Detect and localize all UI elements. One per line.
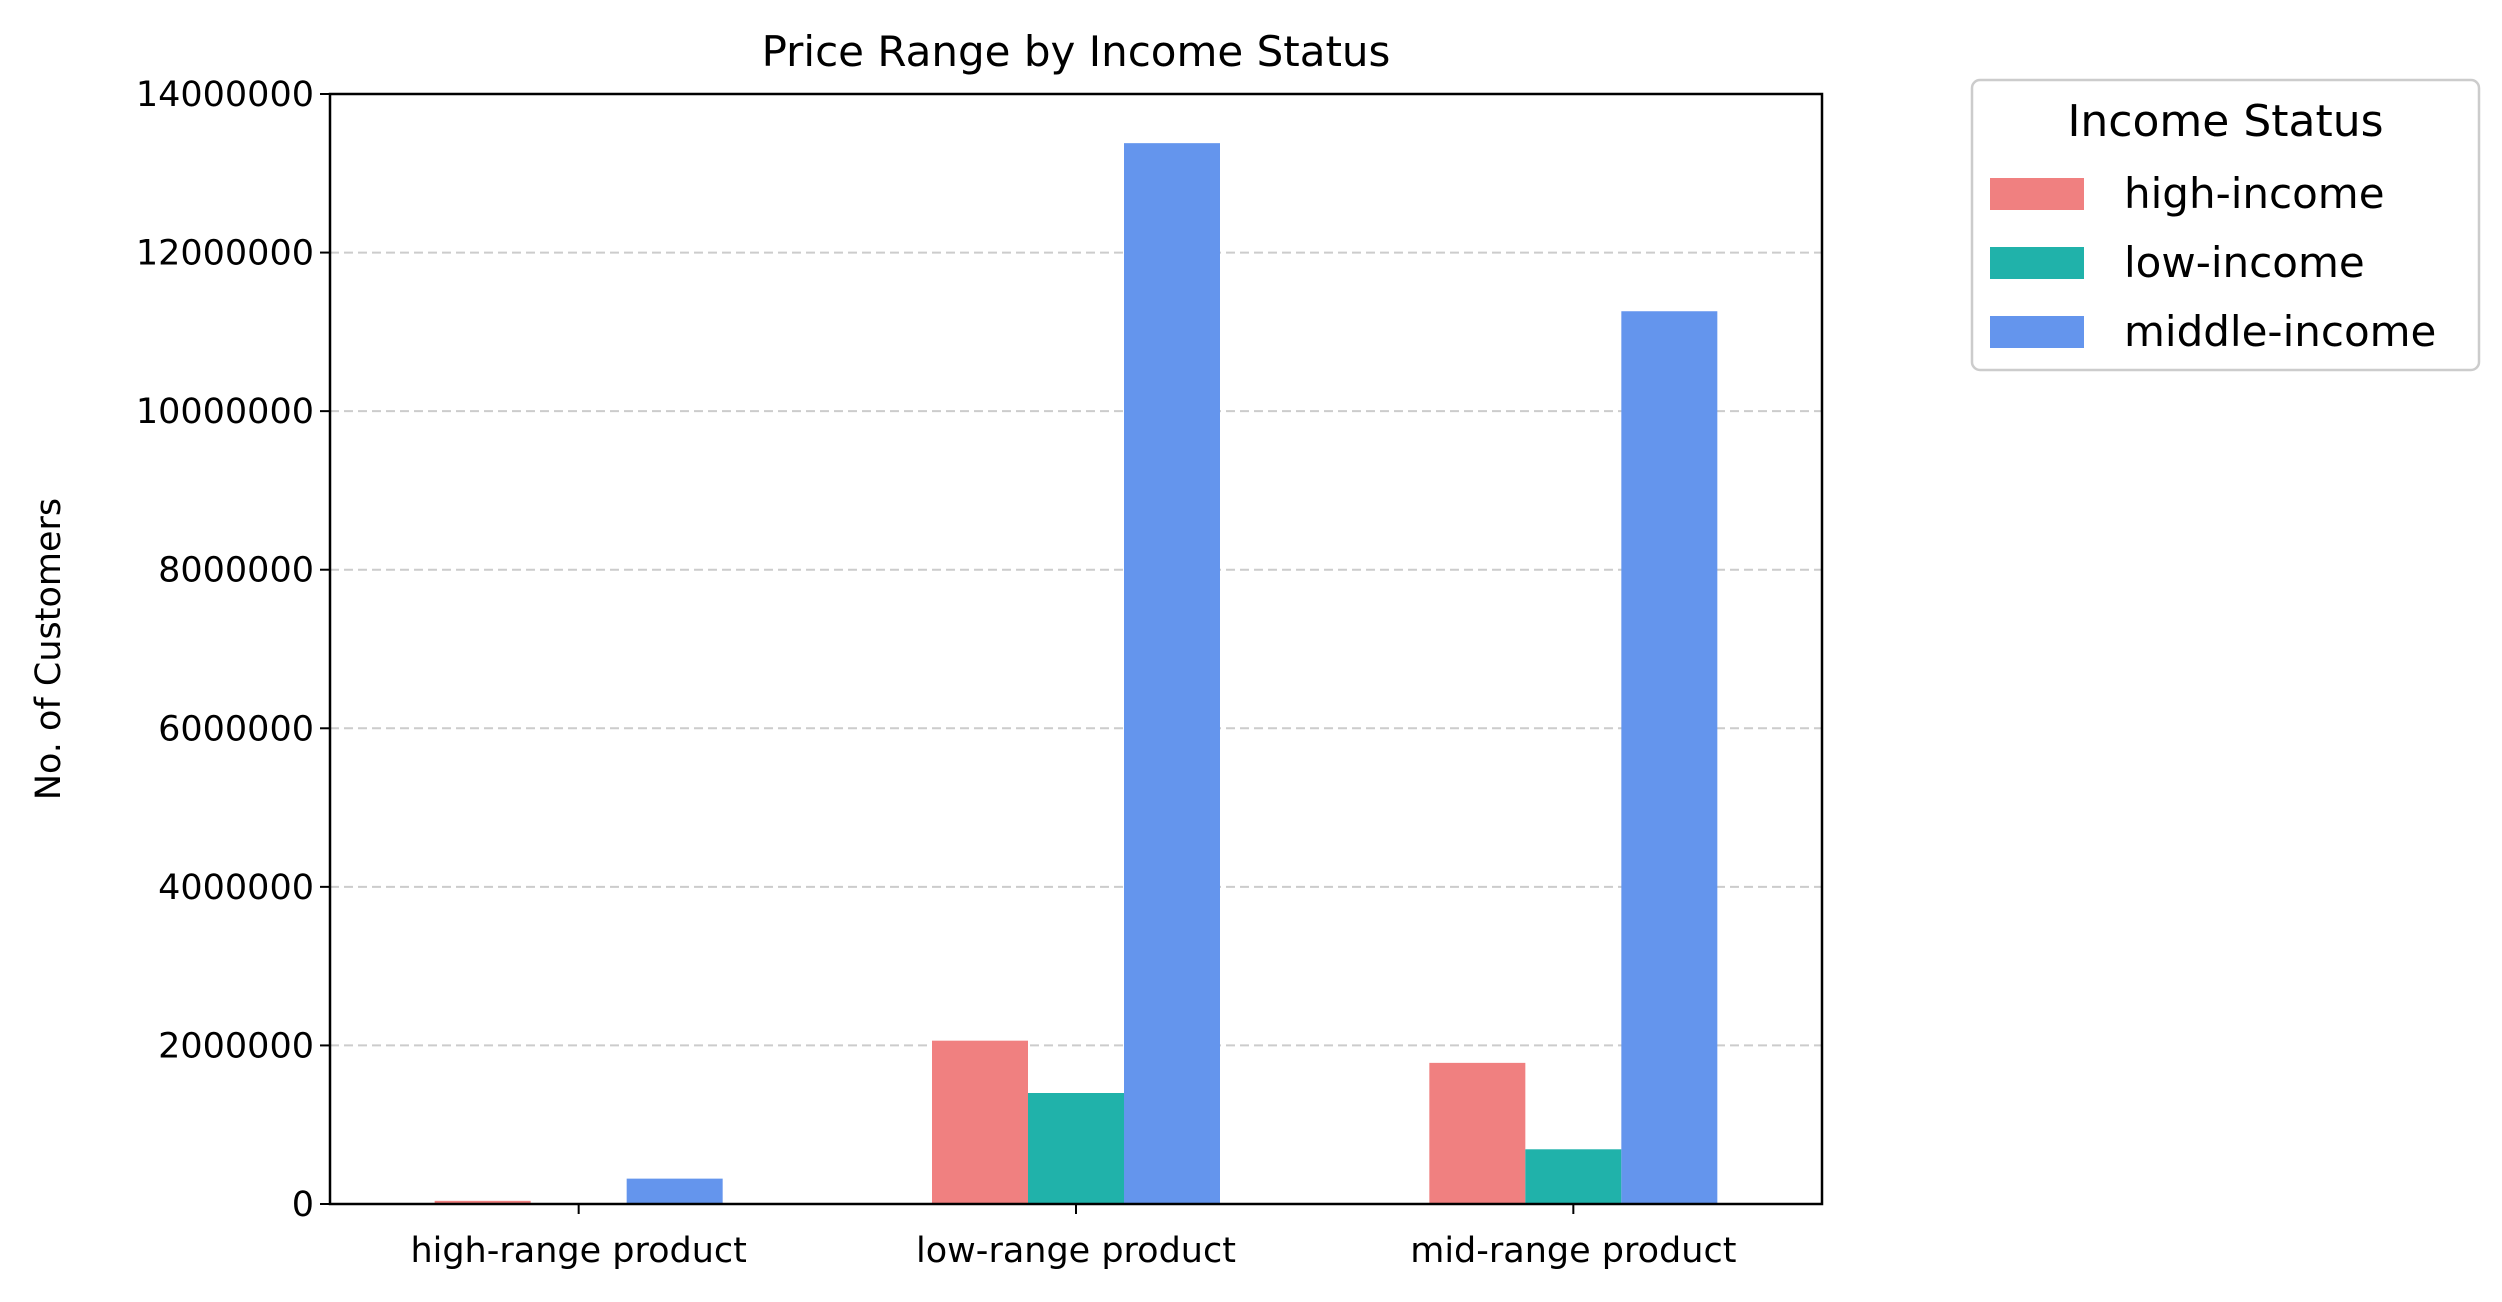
- bars: [434, 143, 1718, 1205]
- y-tick-label: 12000000: [136, 234, 314, 274]
- bar-middle-income-high-range-product: [626, 1178, 723, 1204]
- legend-label-low-income: low-income: [2124, 238, 2365, 287]
- legend-swatch-high-income: [1990, 178, 2084, 210]
- bar-high-income-low-range-product: [932, 1040, 1028, 1204]
- legend-box: [1970, 78, 2481, 372]
- legend-title: Income Status: [2067, 96, 2383, 147]
- y-tick-label: 4000000: [158, 868, 314, 908]
- chart-title: Price Range by Income Status: [762, 27, 1391, 76]
- y-tick-label: 10000000: [136, 392, 314, 432]
- x-tick-label: mid-range product: [1410, 1231, 1736, 1271]
- bar-high-income-high-range-product: [434, 1200, 531, 1204]
- bar-low-income-low-range-product: [1028, 1093, 1124, 1204]
- y-tick-label: 8000000: [158, 551, 314, 591]
- legend-swatch-middle-income: [1990, 316, 2084, 348]
- bar-high-income-mid-range-product: [1429, 1062, 1526, 1204]
- bar-middle-income-low-range-product: [1124, 143, 1220, 1205]
- y-axis-label: No. of Customers: [29, 498, 69, 800]
- y-axis-ticks: 0 2000000 4000000 6000000 8000000 10000000 120…: [136, 75, 330, 1225]
- y-tick-label: 0: [292, 1185, 314, 1225]
- y-tick-label: 2000000: [158, 1026, 314, 1066]
- x-axis-ticks: high-range product low-range product mid-r…: [410, 1204, 1736, 1271]
- y-tick-label: 6000000: [158, 709, 314, 749]
- legend-swatch-low-income: [1990, 247, 2084, 279]
- x-tick-label: low-range product: [916, 1231, 1236, 1271]
- legend-items: high-income low-income middle-income: [1990, 169, 2436, 356]
- legend: Income Status high-income low-income middl…: [1970, 78, 2481, 372]
- x-tick-label: high-range product: [410, 1231, 746, 1271]
- legend-label-high-income: high-income: [2124, 169, 2385, 218]
- bar-middle-income-mid-range-product: [1621, 311, 1718, 1204]
- y-tick-label: 14000000: [136, 75, 314, 115]
- bar-low-income-mid-range-product: [1525, 1149, 1622, 1204]
- legend-label-middle-income: middle-income: [2124, 307, 2436, 356]
